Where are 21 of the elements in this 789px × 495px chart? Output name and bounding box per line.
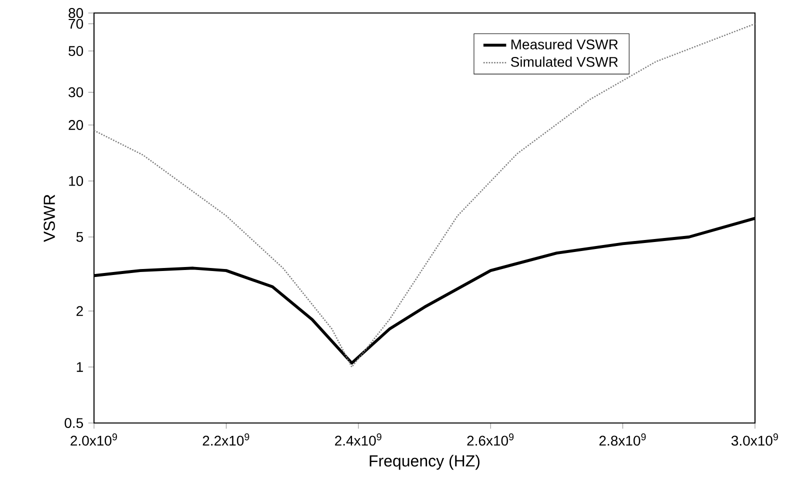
y-tick-label: 5	[76, 232, 84, 242]
y-tick-label: 20	[68, 120, 84, 130]
x-axis-title: Frequency (HZ)	[370, 454, 480, 470]
x-tick-label: 2.0x10$^{9}$	[70, 433, 117, 446]
y-tick-label: 30	[68, 87, 84, 98]
y-tick-label: 2	[76, 306, 83, 316]
y-tick-label: 0.5	[64, 418, 84, 428]
legend-label: Measured VSWR	[511, 39, 618, 50]
legend-label: Simulated VSWR	[510, 56, 618, 67]
x-tick-label: 2.8x10$^{9}$	[599, 433, 646, 446]
y-axis-title: VSWR	[44, 194, 55, 242]
x-tick-label: 2.6x10$^{9}$	[467, 433, 514, 446]
y-tick-label: 1	[76, 362, 83, 372]
y-tick-label: 50	[68, 46, 84, 56]
y-tick-label: 70	[68, 18, 84, 29]
x-tick-label: 2.2x10$^{9}$	[202, 433, 250, 446]
x-tick-label: 3.0x10$^{9}$	[731, 433, 778, 446]
x-tick-label: 2.4x10$^{9}$	[335, 433, 382, 446]
line-series	[94, 23, 755, 368]
y-tick-label: 10	[69, 176, 84, 186]
y-tick-label: 80	[68, 8, 84, 18]
